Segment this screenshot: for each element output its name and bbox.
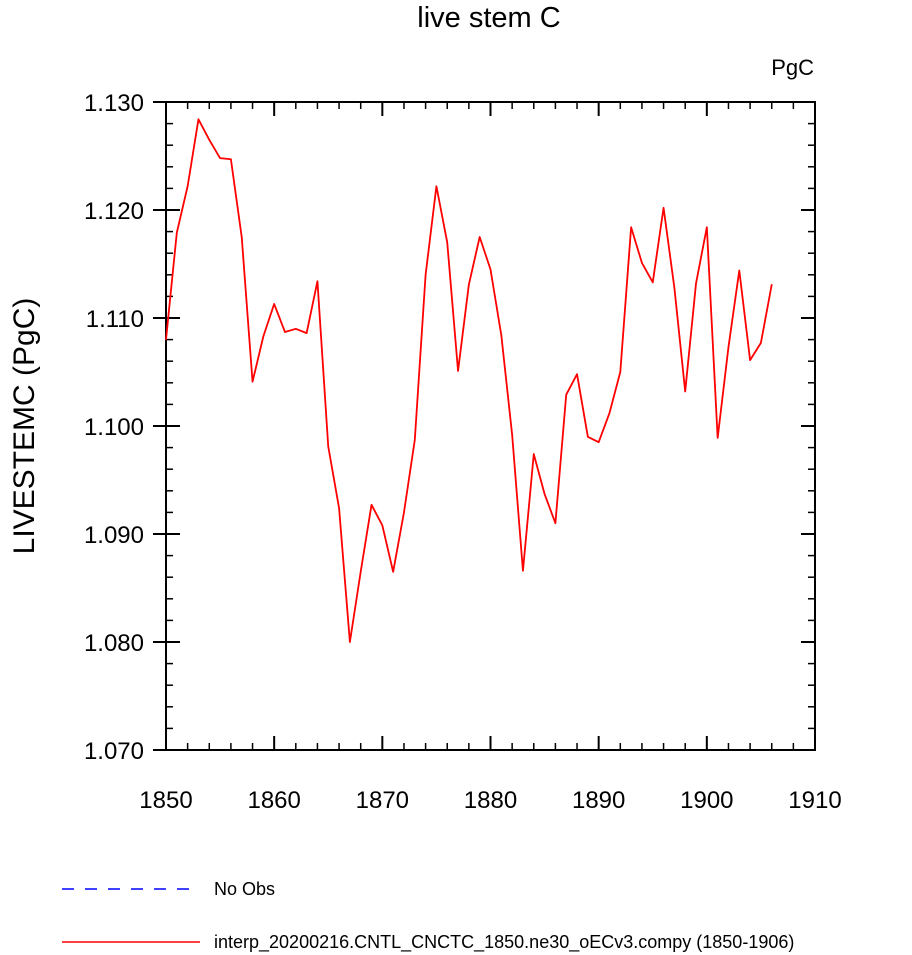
data-point [381, 524, 383, 526]
y-tick-label: 1.130 [84, 90, 144, 117]
y-tick-label: 1.110 [86, 306, 144, 333]
data-point [533, 453, 535, 455]
data-point [241, 236, 243, 238]
x-tick-label: 1880 [464, 787, 517, 814]
x-tick-labels: 1850 1860 1870 1880 1890 1900 1910 [139, 787, 841, 814]
y-tick-label: 1.120 [84, 198, 144, 225]
data-point [522, 570, 524, 572]
data-point [771, 283, 773, 286]
y-tick-label: 1.070 [84, 738, 144, 765]
data-point [370, 504, 373, 506]
data-point [489, 268, 492, 270]
legend-label-model: interp_20200216.CNTL_CNCTC_1850.ne30_oEC… [214, 932, 795, 952]
data-point [479, 236, 481, 238]
data-point [760, 342, 762, 344]
data-point [706, 226, 708, 228]
data-point [435, 185, 438, 187]
data-point [306, 332, 308, 334]
minor-ticks [166, 102, 815, 750]
data-point [425, 274, 427, 276]
y-tick-label: 1.080 [84, 630, 144, 657]
x-tick-label: 1910 [788, 787, 841, 814]
x-tick-label: 1900 [680, 787, 733, 814]
data-point [176, 232, 178, 234]
legend-label-no-obs: No Obs [214, 879, 276, 899]
data-point [554, 522, 557, 524]
data-point [500, 334, 502, 336]
x-tick-label: 1860 [247, 787, 300, 814]
data-point [349, 641, 351, 643]
major-ticks [153, 101, 816, 751]
data-point [338, 507, 340, 509]
data-point [511, 434, 513, 436]
y-tick-labels: 1.070 1.080 1.090 1.100 1.110 1.120 1.130 [84, 90, 144, 765]
data-point [468, 283, 470, 286]
data-point [251, 381, 254, 383]
data-point [630, 226, 632, 228]
data-point [360, 571, 362, 573]
chart-title: live stem C [417, 2, 560, 34]
data-point [295, 328, 297, 330]
data-point [230, 158, 232, 160]
data-point [587, 436, 589, 438]
data-point [273, 303, 275, 305]
data-point [219, 157, 221, 159]
data-point [608, 412, 611, 414]
data-point [684, 390, 686, 393]
data-point [403, 511, 405, 513]
data-point [208, 139, 210, 141]
data-point [187, 185, 189, 187]
data-point [652, 281, 654, 283]
series-line-0 [165, 118, 773, 643]
data-point [457, 370, 459, 372]
data-point [619, 371, 621, 373]
x-tick-label: 1850 [139, 787, 192, 814]
data-point [738, 269, 740, 272]
data-point [695, 282, 697, 285]
data-point [673, 287, 675, 289]
data-point [262, 335, 264, 337]
data-point [565, 394, 567, 396]
y-tick-label: 1.100 [84, 414, 144, 441]
data-point [284, 331, 286, 333]
data-point [327, 445, 329, 448]
data-point [165, 339, 167, 341]
data-point [197, 118, 200, 120]
data-point [316, 280, 319, 282]
data-point [641, 262, 643, 264]
y-tick-label: 1.090 [84, 522, 144, 549]
x-tick-label: 1890 [572, 787, 625, 814]
data-point [446, 241, 448, 243]
data-point [392, 571, 394, 573]
data-point [662, 207, 665, 209]
y-axis-label: LIVESTEMC (PgC) [8, 298, 41, 555]
data-point [543, 493, 546, 495]
units-label: PgC [771, 55, 814, 80]
data-point [414, 439, 416, 441]
x-tick-label: 1870 [356, 787, 409, 814]
series-group [165, 118, 773, 643]
data-point [727, 346, 730, 348]
data-point [576, 373, 578, 375]
data-point [717, 437, 719, 439]
data-point [749, 359, 751, 361]
data-point [598, 441, 600, 443]
